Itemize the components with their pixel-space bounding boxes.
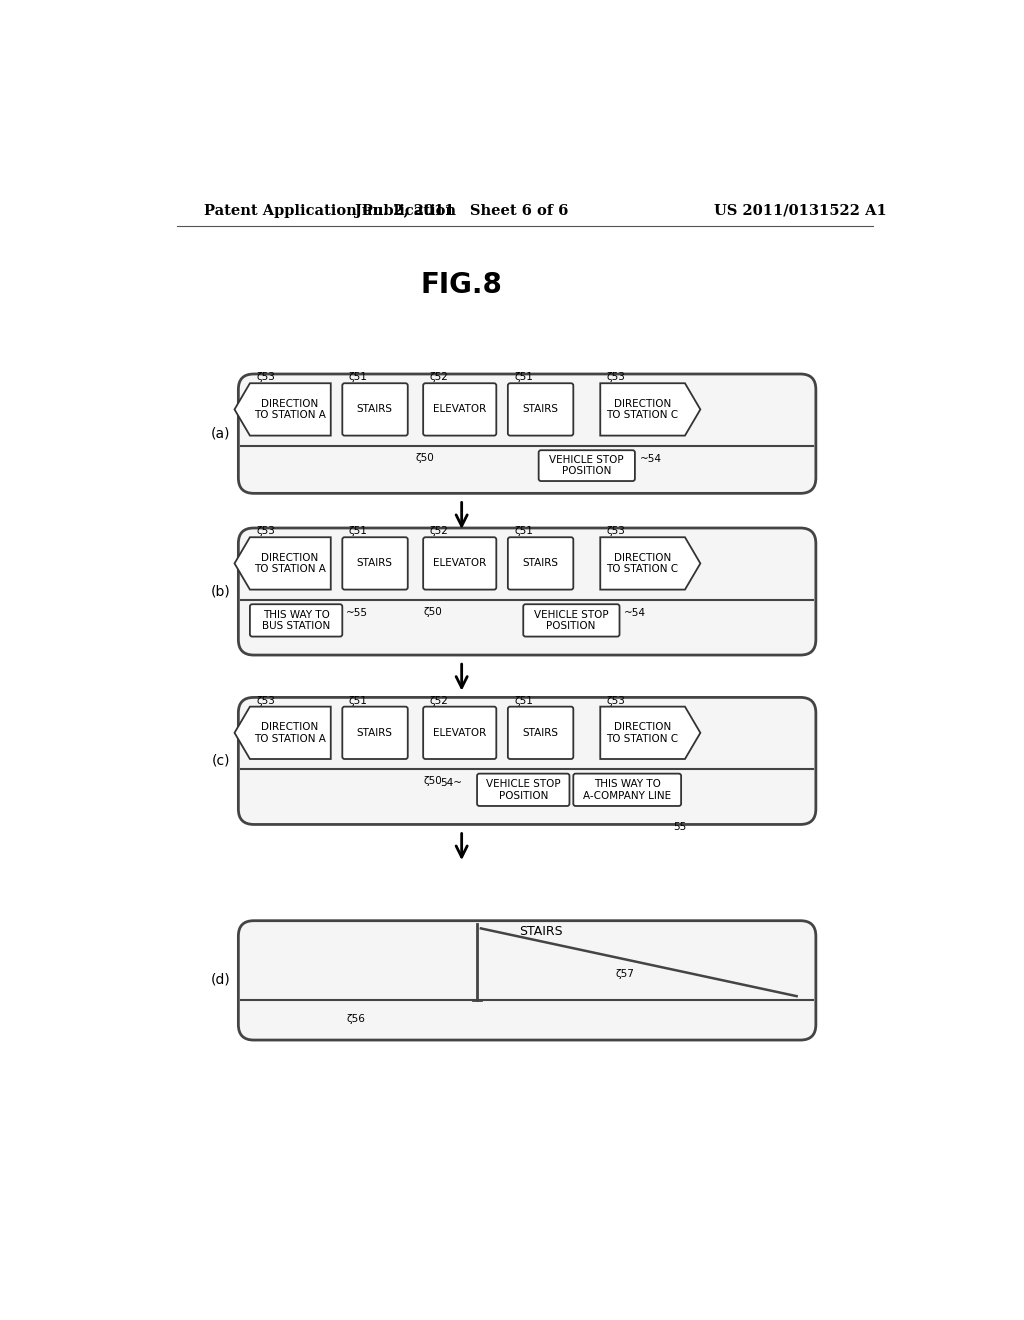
Text: ζ56: ζ56 (346, 1014, 365, 1024)
Text: ζ53: ζ53 (606, 527, 626, 536)
Text: DIRECTION
TO STATION C: DIRECTION TO STATION C (606, 399, 679, 420)
Polygon shape (234, 383, 331, 436)
Text: ζ53: ζ53 (606, 372, 626, 383)
Text: ~54: ~54 (625, 609, 646, 619)
Text: ~55: ~55 (346, 609, 369, 619)
FancyBboxPatch shape (477, 774, 569, 807)
Text: ζ53: ζ53 (256, 527, 275, 536)
Text: ζ50: ζ50 (423, 776, 442, 785)
Text: ELEVATOR: ELEVATOR (433, 404, 486, 414)
Polygon shape (600, 706, 700, 759)
Text: ζ51: ζ51 (348, 527, 368, 536)
Text: VEHICLE STOP
POSITION: VEHICLE STOP POSITION (534, 610, 608, 631)
Text: ELEVATOR: ELEVATOR (433, 727, 486, 738)
Polygon shape (600, 537, 700, 590)
Text: ζ52: ζ52 (429, 527, 449, 536)
Text: VEHICLE STOP
POSITION: VEHICLE STOP POSITION (549, 455, 624, 477)
Text: (c): (c) (212, 754, 230, 767)
FancyBboxPatch shape (239, 921, 816, 1040)
Text: ζ52: ζ52 (429, 696, 449, 706)
Text: (d): (d) (211, 973, 230, 987)
FancyBboxPatch shape (239, 374, 816, 494)
Text: ζ50: ζ50 (423, 607, 442, 616)
Text: (a): (a) (211, 426, 230, 441)
FancyBboxPatch shape (423, 706, 497, 759)
FancyBboxPatch shape (423, 537, 497, 590)
Text: ζ51: ζ51 (514, 696, 532, 706)
Text: DIRECTION
TO STATION A: DIRECTION TO STATION A (254, 722, 326, 743)
Text: 54~: 54~ (440, 777, 462, 788)
Text: FIG.8: FIG.8 (421, 272, 503, 300)
FancyBboxPatch shape (239, 528, 816, 655)
Text: STAIRS: STAIRS (522, 727, 558, 738)
Text: ζ51: ζ51 (514, 527, 532, 536)
Text: ζ51: ζ51 (514, 372, 532, 383)
Text: ζ50: ζ50 (416, 453, 434, 462)
Text: 55: 55 (674, 822, 687, 832)
FancyBboxPatch shape (342, 706, 408, 759)
Text: ~54: ~54 (640, 454, 662, 465)
Text: THIS WAY TO
A-COMPANY LINE: THIS WAY TO A-COMPANY LINE (583, 779, 672, 801)
Text: Patent Application Publication: Patent Application Publication (204, 203, 456, 218)
Text: STAIRS: STAIRS (356, 558, 392, 569)
FancyBboxPatch shape (239, 697, 816, 825)
FancyBboxPatch shape (508, 706, 573, 759)
Text: ζ53: ζ53 (606, 696, 626, 706)
Text: DIRECTION
TO STATION C: DIRECTION TO STATION C (606, 553, 679, 574)
Text: ζ52: ζ52 (429, 372, 449, 383)
Text: DIRECTION
TO STATION A: DIRECTION TO STATION A (254, 553, 326, 574)
Text: STAIRS: STAIRS (356, 404, 392, 414)
Text: STAIRS: STAIRS (356, 727, 392, 738)
FancyBboxPatch shape (508, 537, 573, 590)
FancyBboxPatch shape (539, 450, 635, 480)
Text: ζ53: ζ53 (256, 372, 275, 383)
Text: THIS WAY TO
BUS STATION: THIS WAY TO BUS STATION (262, 610, 330, 631)
Text: STAIRS: STAIRS (522, 404, 558, 414)
Polygon shape (234, 537, 331, 590)
Text: DIRECTION
TO STATION A: DIRECTION TO STATION A (254, 399, 326, 420)
Text: STAIRS: STAIRS (519, 925, 563, 939)
Text: US 2011/0131522 A1: US 2011/0131522 A1 (714, 203, 887, 218)
Text: ζ51: ζ51 (348, 696, 368, 706)
Text: ζ57: ζ57 (615, 969, 635, 979)
Polygon shape (600, 383, 700, 436)
FancyBboxPatch shape (342, 383, 408, 436)
Polygon shape (234, 706, 331, 759)
FancyBboxPatch shape (573, 774, 681, 807)
FancyBboxPatch shape (508, 383, 573, 436)
Text: ζ51: ζ51 (348, 372, 368, 383)
Text: ELEVATOR: ELEVATOR (433, 558, 486, 569)
Text: DIRECTION
TO STATION C: DIRECTION TO STATION C (606, 722, 679, 743)
FancyBboxPatch shape (250, 605, 342, 636)
Text: STAIRS: STAIRS (522, 558, 558, 569)
FancyBboxPatch shape (523, 605, 620, 636)
Text: Jun. 2, 2011   Sheet 6 of 6: Jun. 2, 2011 Sheet 6 of 6 (355, 203, 568, 218)
FancyBboxPatch shape (423, 383, 497, 436)
Text: VEHICLE STOP
POSITION: VEHICLE STOP POSITION (486, 779, 560, 801)
FancyBboxPatch shape (342, 537, 408, 590)
Text: ζ53: ζ53 (256, 696, 275, 706)
Text: (b): (b) (211, 585, 230, 598)
